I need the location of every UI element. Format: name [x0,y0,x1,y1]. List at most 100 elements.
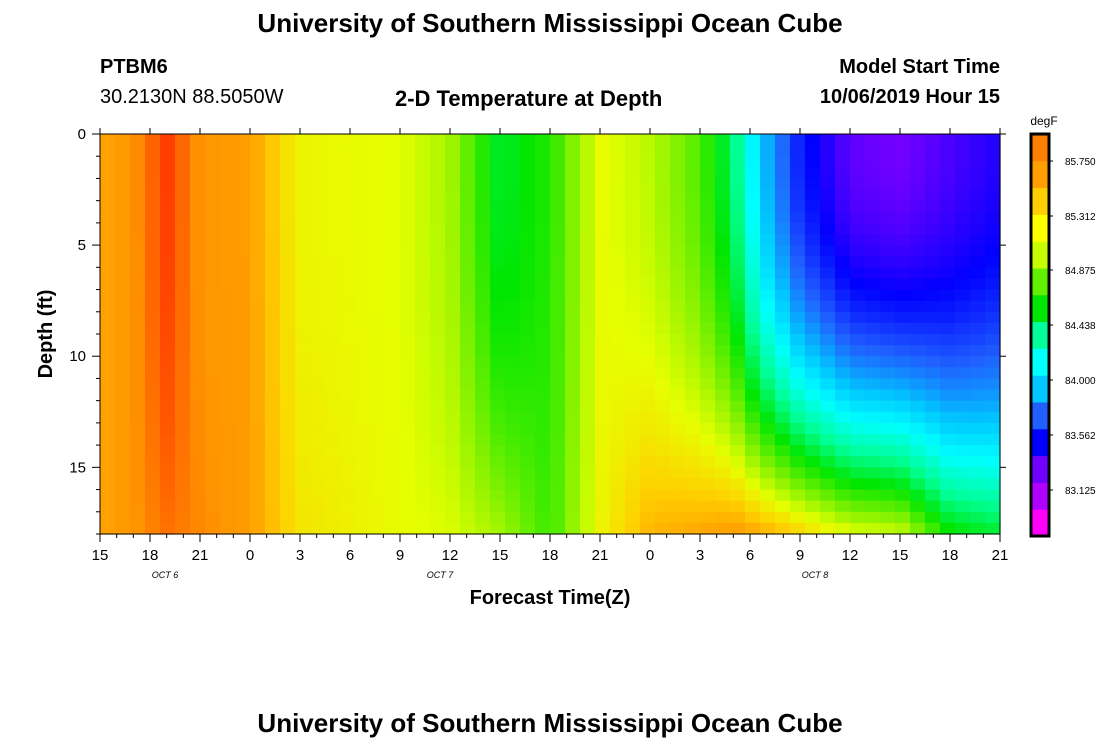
heatmap-cell [670,189,686,202]
heatmap-cell [100,145,116,157]
heatmap-cell [415,156,431,168]
heatmap-cell [775,134,791,146]
heatmap-cell [985,456,1001,468]
heatmap-cell [190,278,206,291]
heatmap-cell [115,389,131,402]
heatmap-cell [700,322,716,335]
heatmap-cell [985,234,1001,246]
heatmap-cell [565,467,581,480]
heatmap-cell [685,278,701,291]
heatmap-cell [400,367,416,380]
heatmap-cell [985,389,1001,402]
heatmap-cell [790,267,806,280]
heatmap-cell [400,300,416,313]
heatmap-cell [280,456,296,468]
heatmap-cell [220,422,236,435]
heatmap-cell [235,400,251,413]
heatmap-cell [715,367,731,380]
heatmap-cell [745,156,761,168]
heatmap-cell [685,178,701,191]
heatmap-cell [250,267,266,280]
heatmap-cell [475,411,491,424]
heatmap-cell [115,445,131,457]
heatmap-cell [520,267,536,280]
heatmap-cell [460,456,476,468]
heatmap-cell [280,234,296,246]
heatmap-cell [160,234,176,246]
heatmap-cell [175,189,191,202]
heatmap-cell [820,322,836,335]
heatmap-cell [520,222,536,235]
heatmap-cell [280,422,296,435]
heatmap-cell [415,422,431,435]
heatmap-cell [655,378,671,391]
heatmap-cell [700,445,716,457]
heatmap-cell [985,445,1001,457]
heatmap-cell [745,434,761,446]
heatmap-cell [130,400,146,413]
heatmap-cell [625,145,641,157]
heatmap-cell [235,234,251,246]
heatmap-cell [385,500,401,513]
y-axis-label: Depth (ft) [35,290,57,379]
heatmap-cell [970,200,986,213]
heatmap-cell [955,211,971,224]
heatmap-cell [325,456,341,468]
heatmap-cell [805,267,821,280]
heatmap-cell [925,367,941,380]
heatmap-cell [565,289,581,302]
heatmap-cell [580,167,596,180]
heatmap-cell [385,422,401,435]
heatmap-cell [895,278,911,291]
heatmap-cell [370,522,386,535]
heatmap-cell [685,467,701,480]
heatmap-cell [325,500,341,513]
heatmap-cell [895,522,911,535]
heatmap-cell [250,356,266,368]
heatmap-cell [430,322,446,335]
heatmap-cell [820,200,836,213]
heatmap-cell [340,311,356,324]
heatmap-cell [775,222,791,235]
heatmap-cell [220,145,236,157]
heatmap-cell [865,245,881,257]
heatmap-cell [820,345,836,357]
heatmap-cell [160,256,176,268]
heatmap-cell [235,267,251,280]
heatmap-cell [355,378,371,391]
colorbar-frame [1029,132,1051,538]
heatmap-cell [790,311,806,324]
heatmap-cell [130,167,146,180]
heatmap-cell [310,289,326,302]
heatmap-cell [910,389,926,402]
heatmap-cell [430,156,446,168]
heatmap-cell [535,345,551,357]
heatmap-cell [310,267,326,280]
heatmap-cell [865,345,881,357]
heatmap-cell [250,256,266,268]
heatmap-cell [325,445,341,457]
heatmap-cell [505,434,521,446]
day-label: OCT 8 [802,570,829,580]
heatmap-cell [130,211,146,224]
heatmap-cell [625,345,641,357]
heatmap-cell [310,311,326,324]
heatmap-cell [340,289,356,302]
heatmap-cell [850,211,866,224]
heatmap-cell [760,389,776,402]
heatmap-cell [415,489,431,502]
heatmap-cell [895,211,911,224]
heatmap-cell [640,222,656,235]
heatmap-cell [925,289,941,302]
heatmap-cell [775,267,791,280]
heatmap-cell [355,500,371,513]
colorbar-swatch [1031,268,1049,296]
heatmap-cell [745,389,761,402]
heatmap-cell [760,322,776,335]
heatmap-cell [925,234,941,246]
heatmap-cell [520,189,536,202]
heatmap-cell [910,345,926,357]
heatmap-cell [100,200,116,213]
heatmap-cell [355,245,371,257]
